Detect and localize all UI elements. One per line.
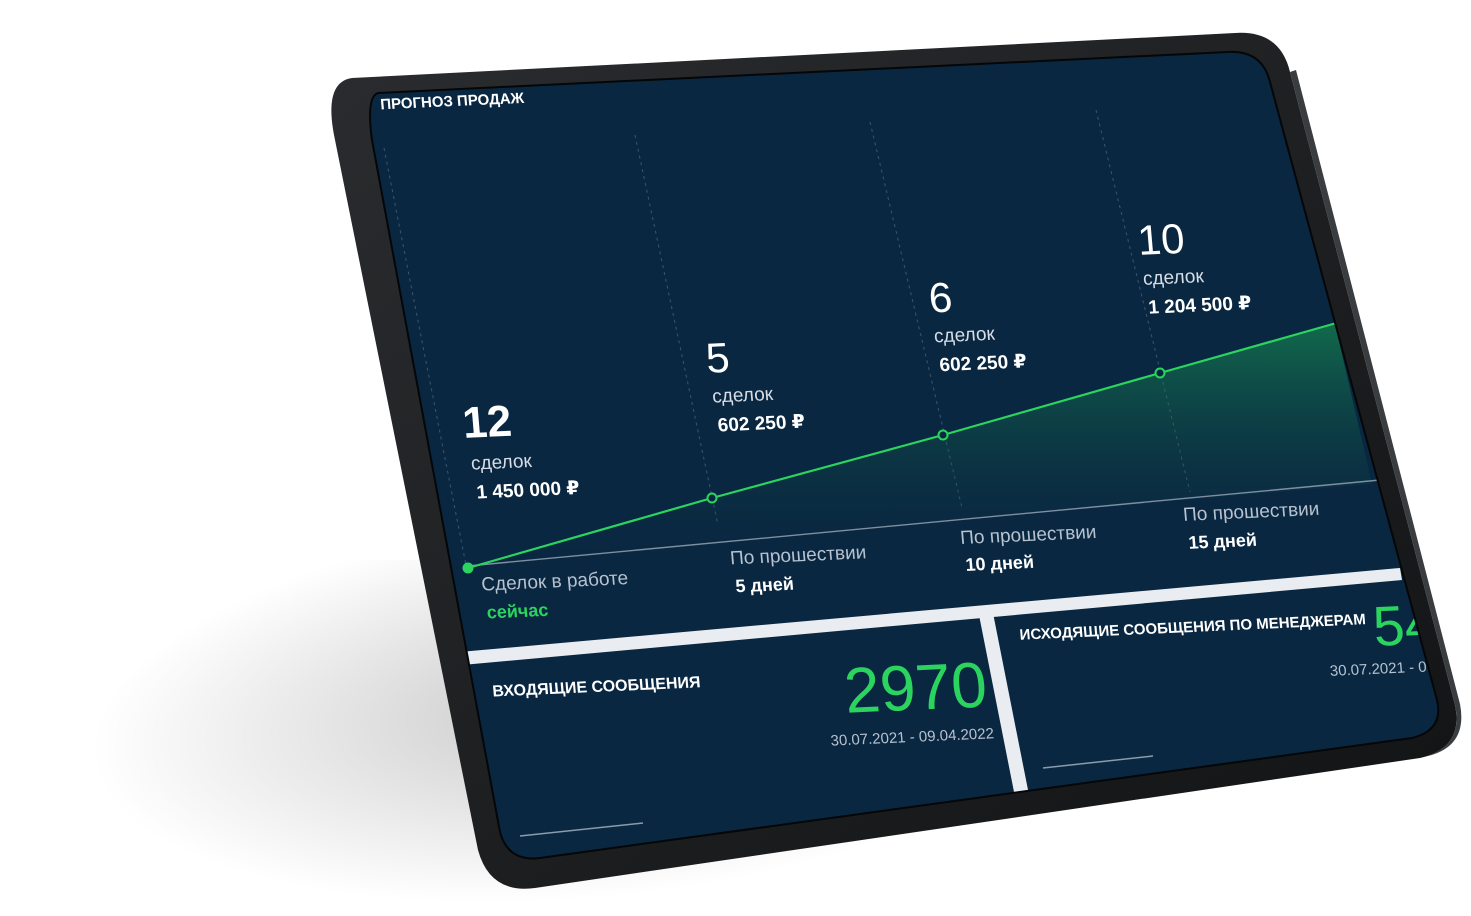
col2-period-value: 5 дней [735,574,795,597]
col2-count: 5 [704,334,731,382]
col3-amount: 602 250 ₽ [939,351,1028,376]
col1-deals-label: сделок [470,451,533,475]
chart-baseline [467,479,1381,567]
col4-period-value: 15 дней [1188,530,1258,553]
chart-point-5-days [706,492,718,504]
outgoing-date-range: 30.07.2021 - 09.04 [1329,657,1456,680]
screen-edge [369,50,1440,860]
cards-divider [978,608,1030,802]
col2-amount: 602 250 ₽ [717,412,806,437]
col3-deals-label: сделок [933,324,996,348]
chart-point-10-days [937,429,949,441]
col3-count: 6 [927,274,954,322]
col4-amount: 1 204 500 ₽ [1148,293,1253,319]
chart-area [468,324,1372,568]
col1-count: 12 [461,397,514,448]
col1-period-value: сейчас [486,600,549,623]
col1-amount: 1 450 000 ₽ [476,478,581,504]
col2-deals-label: сделок [711,384,774,408]
col4-count: 10 [1136,215,1187,264]
section-divider [460,568,1402,665]
incoming-sparkline [519,822,644,837]
col3-period-value: 10 дней [965,552,1035,575]
chart-point-15-days [1154,367,1166,379]
incoming-value: 2970 [841,649,989,727]
chart-point-now [462,562,474,574]
forecast-title: ПРОГНОЗ ПРОДАЖ [380,90,526,113]
col4-deals-label: сделок [1142,266,1205,290]
outgoing-sparkline [1042,755,1154,769]
